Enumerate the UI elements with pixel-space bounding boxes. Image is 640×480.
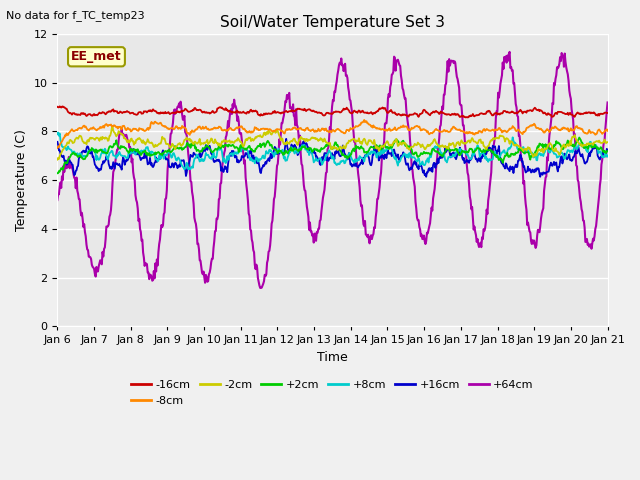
Y-axis label: Temperature (C): Temperature (C) [15, 129, 28, 231]
Legend: -16cm, -8cm, -2cm, +2cm, +8cm, +16cm, +64cm: -16cm, -8cm, -2cm, +2cm, +8cm, +16cm, +6… [127, 376, 538, 410]
Title: Soil/Water Temperature Set 3: Soil/Water Temperature Set 3 [220, 15, 445, 30]
Text: No data for f_TC_temp23: No data for f_TC_temp23 [6, 10, 145, 21]
X-axis label: Time: Time [317, 351, 348, 364]
Text: EE_met: EE_met [71, 50, 122, 63]
